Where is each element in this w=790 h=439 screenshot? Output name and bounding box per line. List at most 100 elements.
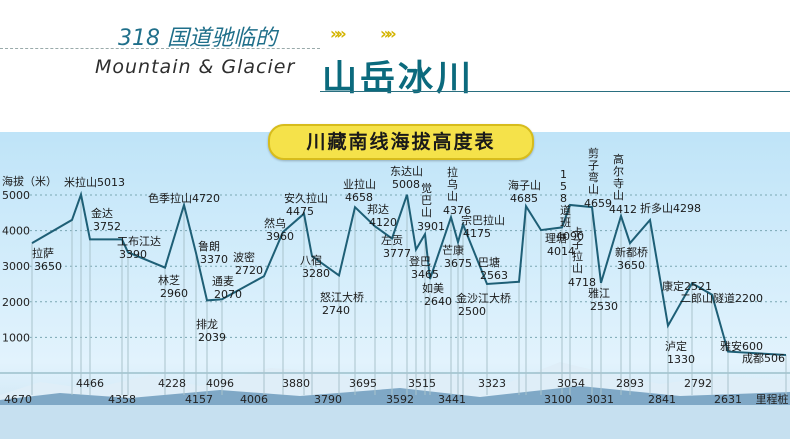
point-elevation: 2960 bbox=[160, 287, 188, 300]
point-name: 班 bbox=[560, 216, 571, 229]
point-elevation: 4376 bbox=[443, 204, 471, 217]
point-elevation: 2039 bbox=[198, 331, 226, 344]
point-label: 成都506 bbox=[742, 352, 785, 365]
point-name: 排龙 bbox=[196, 317, 218, 331]
x-tick-label: 2631 bbox=[714, 393, 742, 406]
point-name: 波密 bbox=[233, 250, 255, 264]
x-tick-label: 3323 bbox=[478, 377, 506, 390]
x-tick-label: 3592 bbox=[386, 393, 414, 406]
x-tick-label: 3880 bbox=[282, 377, 310, 390]
point-elevation: 2500 bbox=[458, 305, 486, 318]
point-elevation: 2640 bbox=[424, 295, 452, 308]
point-name: 高 bbox=[613, 152, 624, 166]
point-elevation: 1330 bbox=[667, 353, 695, 366]
y-tick-label: 1000 bbox=[2, 331, 30, 344]
point-name: 山 bbox=[421, 206, 432, 219]
point-elevation: 4412 bbox=[609, 203, 637, 216]
point-name: 雅安600 bbox=[720, 339, 763, 353]
point-elevation: 3650 bbox=[34, 260, 62, 273]
point-labels: 拉萨3650米拉山5013金达3752工布江达3390林芝2960色季拉山472… bbox=[32, 146, 785, 366]
point-elevation: 4090 bbox=[556, 230, 584, 243]
divider-title bbox=[320, 91, 790, 92]
point-label: 雅安600 bbox=[720, 339, 763, 353]
point-elevation: 2563 bbox=[480, 269, 508, 282]
point-name: 东达山 bbox=[390, 165, 423, 178]
point-label: 康定2521 bbox=[662, 279, 712, 293]
point-name: 雅江 bbox=[588, 286, 610, 300]
x-tick-label: 4670 bbox=[4, 393, 32, 406]
point-name: 米拉山5013 bbox=[64, 175, 125, 189]
point-name: 巴 bbox=[421, 194, 432, 207]
point-elevation: 3650 bbox=[617, 259, 645, 272]
point-elevation: 4658 bbox=[345, 191, 373, 204]
x-tick-label: 2792 bbox=[684, 377, 712, 390]
point-elevation: 5008 bbox=[392, 178, 420, 191]
point-elevation: 2720 bbox=[235, 264, 263, 277]
point-name: 巴塘 bbox=[478, 255, 500, 269]
point-elevation: 4659 bbox=[584, 197, 612, 210]
point-name: 康定2521 bbox=[662, 279, 712, 293]
point-name: 山 bbox=[572, 262, 583, 275]
x-tick-label: 里程桩 bbox=[756, 392, 789, 406]
x-tick-label: 4358 bbox=[108, 393, 136, 406]
point-name: 1 bbox=[560, 168, 567, 181]
x-tick-label: 4157 bbox=[185, 393, 213, 406]
x-tick-label: 3515 bbox=[408, 377, 436, 390]
point-elevation: 3370 bbox=[200, 253, 228, 266]
y-tick-label: 2000 bbox=[2, 296, 30, 309]
x-axis: 4670 4466 4358 4228 4157 4096 4006 3880 3790 3695… bbox=[4, 377, 789, 406]
point-name: 林芝 bbox=[158, 273, 180, 287]
x-tick-label: 3441 bbox=[438, 393, 466, 406]
point-elevation: 3465 bbox=[411, 268, 439, 281]
y-tick-label: 4000 bbox=[2, 225, 30, 238]
point-name: 工布江达 bbox=[117, 235, 161, 248]
point-name: 芒康 bbox=[442, 243, 464, 257]
grid-lines bbox=[0, 194, 790, 374]
x-tick-label: 3054 bbox=[557, 377, 585, 390]
point-elevation: 3752 bbox=[93, 220, 121, 233]
point-name: 子 bbox=[588, 159, 599, 172]
point-name: 金沙江大桥 bbox=[456, 291, 511, 305]
chart-title: 川藏南线海拔高度表 bbox=[306, 131, 496, 153]
x-tick-label: 3695 bbox=[349, 377, 377, 390]
point-name: 安久拉山 bbox=[284, 191, 328, 205]
divider-top bbox=[0, 48, 320, 49]
point-name: 新都桥 bbox=[615, 245, 648, 259]
point-name: 业拉山 bbox=[343, 177, 376, 191]
page-title: 山岳冰川 bbox=[322, 59, 475, 99]
point-name: 山 bbox=[613, 189, 624, 202]
point-label: 折多山4298 bbox=[640, 201, 701, 215]
point-name: 海子山 bbox=[508, 178, 541, 192]
point-elevation: 3280 bbox=[302, 267, 330, 280]
x-tick-label: 4006 bbox=[240, 393, 268, 406]
chart-title-badge: 川藏南线海拔高度表 bbox=[268, 124, 534, 160]
point-name: 八宿 bbox=[300, 253, 322, 267]
point-elevation: 3390 bbox=[119, 248, 147, 261]
chevron-right-icon: »» bbox=[330, 24, 347, 43]
point-elevation: 4175 bbox=[463, 227, 491, 240]
